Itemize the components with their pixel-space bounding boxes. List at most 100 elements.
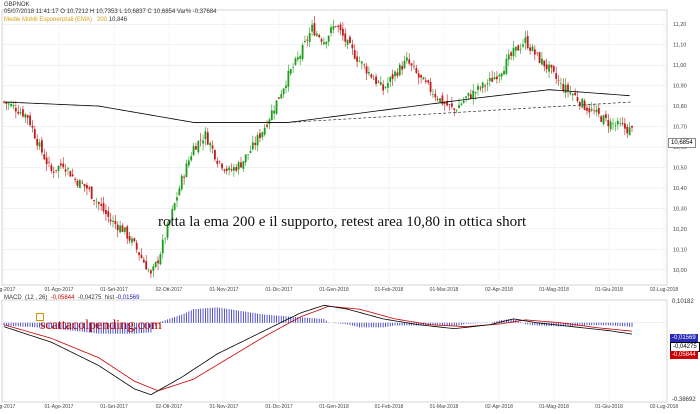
y-tick-label: 10,00 bbox=[673, 268, 687, 274]
candle-body bbox=[3, 101, 5, 103]
candle-body bbox=[192, 146, 195, 156]
candle-body bbox=[204, 131, 207, 140]
candle-body bbox=[69, 171, 72, 177]
candle-body bbox=[469, 94, 472, 99]
y-tick-label: 10,50 bbox=[673, 165, 687, 171]
candle-body bbox=[211, 145, 214, 149]
x-tick-label: 02-Apr-2018 bbox=[485, 287, 513, 293]
candle-body bbox=[341, 28, 344, 36]
candle-body bbox=[583, 100, 586, 110]
candle-body bbox=[332, 26, 335, 30]
candle-body bbox=[280, 94, 283, 99]
x-tick-label: 01-Mar-2018 bbox=[430, 404, 459, 410]
candle-body bbox=[187, 160, 190, 166]
candle-body bbox=[536, 52, 539, 54]
candle-body bbox=[360, 61, 363, 64]
y-tick-label: 10,70 bbox=[673, 125, 687, 131]
price-panel-frame bbox=[1, 9, 668, 286]
candle-body bbox=[311, 24, 313, 32]
candle-body bbox=[183, 176, 186, 178]
x-tick-label: 01-Mag-2018 bbox=[539, 287, 569, 293]
candle-body bbox=[595, 109, 598, 113]
candle-body bbox=[164, 238, 167, 240]
candle-body bbox=[50, 165, 53, 171]
candle-body bbox=[318, 35, 321, 38]
candle-body bbox=[574, 92, 577, 96]
var-value: Var% -0,37684 bbox=[176, 9, 217, 15]
ema-label: Medie Mobili Esponenziali (EMA) bbox=[4, 17, 93, 23]
candle-body bbox=[268, 119, 271, 124]
candle-body bbox=[154, 261, 157, 268]
candle-body bbox=[287, 70, 290, 87]
candle-body bbox=[277, 97, 280, 99]
candle-body bbox=[161, 239, 164, 254]
candle-body bbox=[225, 168, 228, 172]
candle-body bbox=[282, 88, 285, 95]
y-tick-label: 10,60 bbox=[673, 145, 687, 151]
candle-body bbox=[562, 83, 565, 91]
candle-body bbox=[626, 126, 629, 134]
candle-body bbox=[251, 142, 254, 150]
candle-body bbox=[446, 100, 449, 106]
candle-body bbox=[105, 210, 107, 215]
candle-body bbox=[529, 47, 531, 51]
candle-body bbox=[398, 64, 401, 76]
ema-period: 200 bbox=[97, 17, 108, 23]
candle-body bbox=[588, 108, 591, 113]
candle-body bbox=[206, 132, 209, 145]
candle-body bbox=[33, 129, 36, 139]
candle-body bbox=[569, 92, 572, 94]
x-tick-label: 01-Feb-2018 bbox=[375, 287, 404, 293]
candle-body bbox=[299, 56, 302, 59]
candle-body bbox=[472, 90, 475, 99]
macd-panel-frame bbox=[1, 299, 668, 403]
candle-body bbox=[519, 48, 522, 50]
candle-body bbox=[467, 92, 470, 96]
candle-body bbox=[10, 104, 13, 107]
candle-body bbox=[55, 170, 58, 171]
candle-body bbox=[597, 108, 600, 114]
y-tick-label: 10,80 bbox=[673, 104, 687, 110]
chart-annotation: rotta la ema 200 e il supporto, retest a… bbox=[158, 214, 527, 230]
macd-v2: -0,04275 bbox=[77, 295, 102, 301]
high-value: H 10,7353 bbox=[90, 9, 118, 15]
candle-body bbox=[628, 127, 631, 136]
candle-body bbox=[500, 73, 503, 77]
candle-body bbox=[232, 167, 235, 171]
date-value: 05/07/2018 bbox=[4, 9, 35, 15]
candle-body bbox=[71, 174, 74, 177]
candle-body bbox=[512, 47, 515, 57]
candle-body bbox=[107, 211, 110, 217]
candle-body bbox=[52, 171, 55, 173]
x-tick-label: 01-Gen-2018 bbox=[319, 404, 349, 410]
candle-body bbox=[439, 98, 441, 102]
macd-params: (12 , 26) bbox=[25, 295, 48, 301]
candle-body bbox=[607, 120, 610, 127]
candle-body bbox=[121, 225, 124, 232]
candle-body bbox=[578, 102, 581, 107]
candle-body bbox=[491, 77, 494, 82]
candle-body bbox=[173, 203, 176, 210]
candle-body bbox=[474, 92, 477, 94]
candle-body bbox=[74, 178, 76, 180]
candle-body bbox=[22, 109, 24, 117]
candle-body bbox=[455, 110, 458, 112]
candle-body bbox=[29, 115, 31, 126]
candle-body bbox=[432, 94, 434, 96]
price-grid bbox=[3, 10, 666, 285]
candle-body bbox=[313, 23, 316, 36]
candle-body bbox=[24, 114, 27, 118]
candle-body bbox=[41, 140, 43, 153]
signal-line bbox=[3, 305, 633, 392]
candle-body bbox=[605, 114, 607, 119]
candle-body bbox=[150, 270, 152, 274]
macd-bottom-label: -0,38692 bbox=[672, 397, 696, 403]
candle-body bbox=[443, 102, 446, 104]
candle-body bbox=[391, 74, 394, 79]
candle-body bbox=[230, 169, 233, 171]
ohlc-line: 05/07/2018 11:41:17 O 10,7212 H 10,7353 … bbox=[4, 8, 217, 16]
candle-body bbox=[334, 26, 337, 27]
candle-body bbox=[289, 69, 292, 74]
candle-body bbox=[133, 238, 136, 242]
candle-body bbox=[460, 103, 463, 105]
